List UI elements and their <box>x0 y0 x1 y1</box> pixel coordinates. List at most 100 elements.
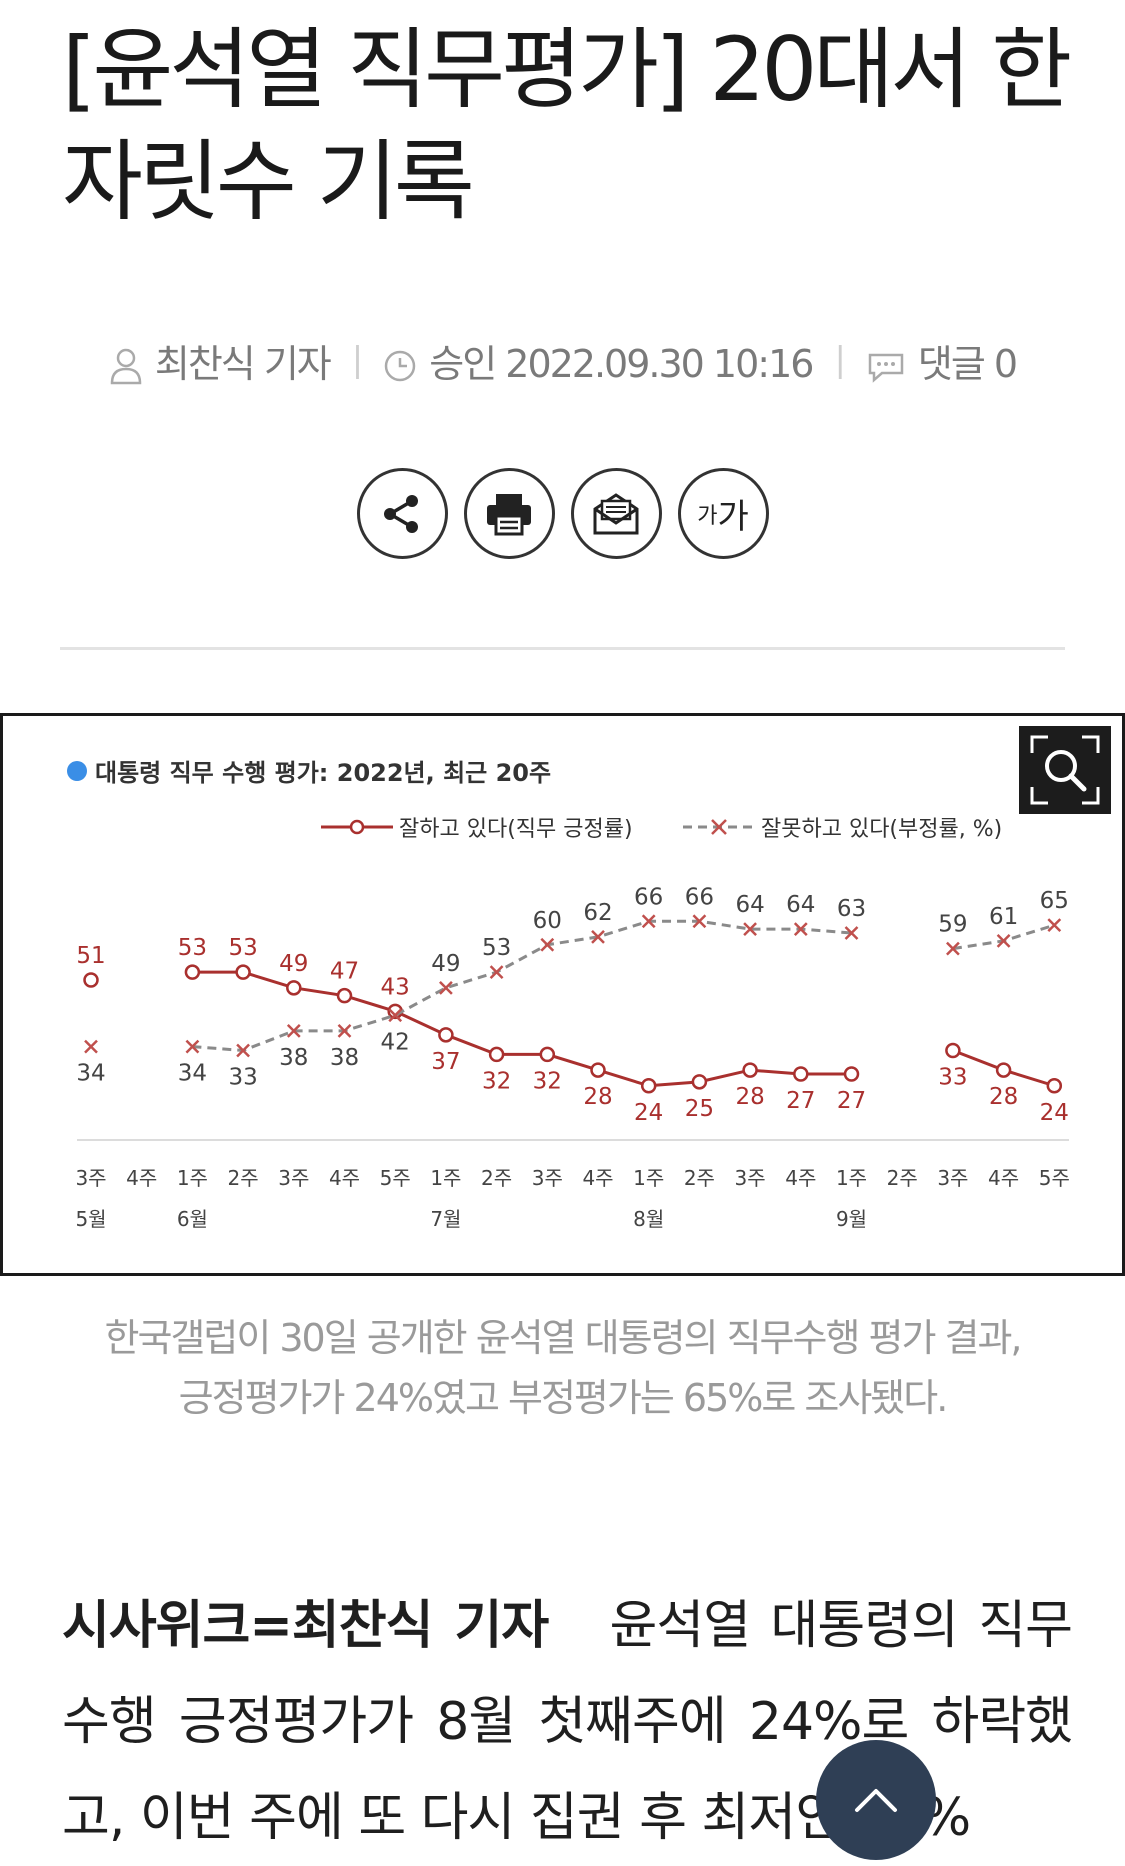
data-point <box>488 1046 505 1063</box>
legend-marker-negative <box>711 819 727 835</box>
data-point <box>743 922 757 936</box>
legend-marker-positive <box>349 819 365 835</box>
data-label: 53 <box>482 935 511 961</box>
data-label: 42 <box>381 1029 410 1055</box>
data-point <box>184 964 201 980</box>
data-label: 53 <box>228 935 257 961</box>
print-button[interactable] <box>463 468 555 559</box>
data-label: 64 <box>786 892 815 918</box>
series-positive: 51 53 53 49 47 43 37 32 32 28 24 25 28 27 27 33 28 24 <box>76 935 1069 1126</box>
month-label: 8월 <box>633 1207 664 1231</box>
data-label: 49 <box>279 951 308 977</box>
x-tick-label: 4주 <box>329 1166 360 1190</box>
title-bullet <box>67 761 87 781</box>
x-tick-label: 5주 <box>380 1166 411 1190</box>
data-point <box>84 1039 98 1054</box>
font-size-small-label: 가 <box>697 503 718 529</box>
x-tick-label: 4주 <box>582 1166 613 1190</box>
chart-image: 대통령 직무 수행 평가: 2022년, 최근 20주 잘하고 있다(직무 긍정… <box>0 713 1125 1276</box>
data-point <box>793 922 808 936</box>
data-label: 53 <box>178 935 207 961</box>
data-label: 59 <box>938 912 967 938</box>
data-point <box>539 1046 556 1063</box>
data-label: 47 <box>330 959 359 985</box>
data-label: 64 <box>735 892 764 918</box>
data-point <box>996 933 1011 948</box>
month-label: 6월 <box>177 1207 208 1231</box>
data-label: 63 <box>837 896 866 922</box>
x-tick-label: 3주 <box>278 1166 309 1190</box>
approval-chart: 대통령 직무 수행 평가: 2022년, 최근 20주 잘하고 있다(직무 긍정… <box>67 759 1070 1231</box>
image-caption: 한국갤럽이 30일 공개한 윤석열 대통령의 직무수행 평가 결과, 긍정평가가… <box>40 1308 1085 1428</box>
data-label: 38 <box>330 1045 359 1071</box>
font-size-big-label: 가 <box>717 497 749 537</box>
x-tick-label: 3주 <box>532 1166 563 1190</box>
x-tick-label: 2주 <box>684 1166 715 1190</box>
data-point <box>640 1078 657 1094</box>
comment-icon <box>868 353 904 383</box>
data-label: 28 <box>735 1084 764 1110</box>
data-label: 66 <box>634 884 663 910</box>
comments-info[interactable]: 댓글 0 <box>866 333 1018 388</box>
x-tick-label: 4주 <box>988 1166 1019 1190</box>
legend-label-positive: 잘하고 있다(직무 긍정률) <box>399 817 633 842</box>
x-tick-label: 1주 <box>836 1166 867 1190</box>
x-tick-label: 3주 <box>75 1166 106 1190</box>
x-tick-label: 4주 <box>126 1166 157 1190</box>
scroll-to-top-button[interactable] <box>816 1740 936 1860</box>
data-label: 49 <box>431 951 460 977</box>
data-label: 38 <box>279 1045 308 1071</box>
chart-title: 대통령 직무 수행 평가: 2022년, 최근 20주 <box>95 759 551 787</box>
meta-divider: | <box>834 340 846 380</box>
email-button[interactable] <box>570 468 662 559</box>
data-label: 32 <box>533 1068 562 1094</box>
data-label: 33 <box>938 1065 967 1091</box>
data-point <box>185 1039 200 1054</box>
data-point <box>793 1066 809 1082</box>
data-label: 25 <box>685 1096 714 1122</box>
person-icon <box>110 348 142 385</box>
data-point <box>286 1024 301 1038</box>
data-label: 27 <box>837 1088 866 1114</box>
data-point <box>489 965 504 980</box>
caption-line-2: 긍정평가가 24%였고 부정평가는 65%로 조사됐다. <box>178 1376 949 1420</box>
data-point <box>236 1043 250 1058</box>
data-point <box>336 987 353 1004</box>
data-point <box>337 1024 352 1038</box>
body-text: 윤석열 대통령의 직무수행 긍정평가가 8월 첫째주에 24%로 하락했고, 이… <box>62 1596 1073 1848</box>
data-label: 28 <box>989 1084 1018 1110</box>
x-tick-label: 1주 <box>430 1166 461 1190</box>
data-point <box>945 1042 961 1059</box>
data-label: 66 <box>685 884 714 910</box>
data-label: 60 <box>533 908 562 934</box>
data-point <box>286 980 302 996</box>
envelope-icon <box>593 492 639 534</box>
data-label: 62 <box>583 900 612 926</box>
data-label: 28 <box>583 1084 612 1110</box>
data-label: 27 <box>786 1088 815 1114</box>
data-point <box>388 1008 403 1023</box>
month-label: 7월 <box>430 1207 461 1231</box>
share-button[interactable] <box>356 468 448 559</box>
meta-divider: | <box>351 340 364 380</box>
divider <box>60 647 1065 650</box>
month-label: 9월 <box>836 1207 867 1231</box>
zoom-button[interactable] <box>1019 726 1111 814</box>
article-meta: 최찬식 기자 | 승인 2022.09.30 10:16 | 댓글 0 <box>0 325 1125 395</box>
data-point <box>843 1066 860 1082</box>
x-tick-label: 1주 <box>633 1166 664 1190</box>
caption-line-1: 한국갤럽이 30일 공개한 윤석열 대통령의 직무수행 평가 결과, <box>104 1316 1022 1360</box>
data-label: 24 <box>1040 1100 1069 1126</box>
x-tick-label: 2주 <box>887 1166 918 1190</box>
author-name: 최찬식 기자 <box>154 341 332 386</box>
data-point <box>691 1074 708 1090</box>
magnifier-icon <box>1030 735 1100 805</box>
clock-icon <box>385 350 416 382</box>
data-label: 43 <box>381 974 410 1000</box>
data-point <box>591 930 605 944</box>
x-tick-label: 3주 <box>937 1166 968 1190</box>
data-point <box>438 1027 454 1043</box>
printer-icon <box>487 493 531 535</box>
